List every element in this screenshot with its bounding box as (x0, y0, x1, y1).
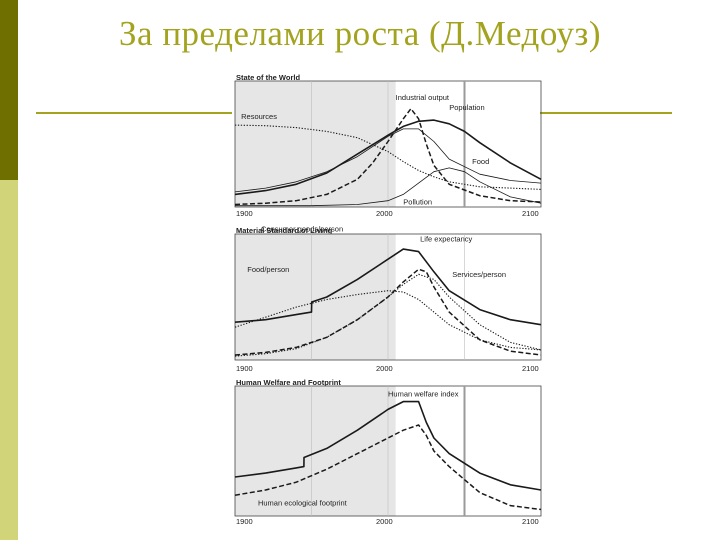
series-label-consumer-goods-person: Consumer goods/person (261, 224, 343, 233)
series-label-human-ecological-footprint: Human ecological footprint (258, 499, 348, 508)
series-line-resources (234, 124, 542, 190)
panel-title-2: Material Standard of Living (236, 226, 333, 235)
x-tick-1900: 1900 (236, 209, 253, 218)
series-line-population (234, 119, 542, 196)
series-label-population: Population (449, 103, 484, 112)
historical-shading (235, 81, 396, 207)
series-line-life-expectancy (234, 248, 542, 326)
series-line-pollution (235, 167, 542, 207)
series-line-food (234, 128, 542, 193)
historical-shading (235, 234, 396, 360)
x-tick-1900: 1900 (236, 517, 253, 526)
x-tick-2000: 2000 (376, 517, 393, 526)
series-line-services-person (234, 273, 542, 357)
panel-title-1: State of the World (236, 73, 300, 82)
slide-title: За пределами роста (Д.Медоуз) (119, 14, 601, 53)
series-label-human-welfare-index: Human welfare index (388, 389, 459, 398)
x-tick-2100: 2100 (522, 209, 539, 218)
series-label-food-person: Food/person (247, 265, 289, 274)
title-rule-left (36, 112, 232, 114)
series-label-services-person: Services/person (452, 270, 506, 279)
series-line-human-welfare-index (234, 400, 542, 491)
series-label-industrial-output: Industrial output (396, 93, 450, 102)
series-line-industrial-output (234, 107, 542, 206)
panel-material-standard-of-living: Material Standard of Living Consumer goo… (234, 224, 542, 373)
title-rule-right (540, 112, 672, 114)
series-line-consumer-goods-person (234, 268, 542, 356)
panel-state-of-the-world: State of the World Industrial outputPopu… (234, 73, 542, 218)
series-label-food: Food (472, 157, 489, 166)
series-line-human-ecological-footprint (234, 424, 542, 511)
x-tick-1900: 1900 (236, 364, 253, 373)
series-label-resources: Resources (241, 112, 277, 121)
sidebar-dark-block (0, 0, 18, 180)
historical-shading (235, 386, 396, 516)
x-tick-2000: 2000 (376, 209, 393, 218)
panel-title-3: Human Welfare and Footprint (236, 378, 341, 387)
x-tick-2100: 2100 (522, 517, 539, 526)
series-label-life-expectancy: Life expectancy (420, 235, 472, 244)
series-label-pollution: Pollution (403, 197, 432, 206)
x-tick-2100: 2100 (522, 364, 539, 373)
sidebar-light-block (0, 180, 18, 540)
x-tick-2000: 2000 (376, 364, 393, 373)
panel-human-welfare-and-footprint: Human Welfare and Footprint Human welfar… (234, 378, 542, 526)
